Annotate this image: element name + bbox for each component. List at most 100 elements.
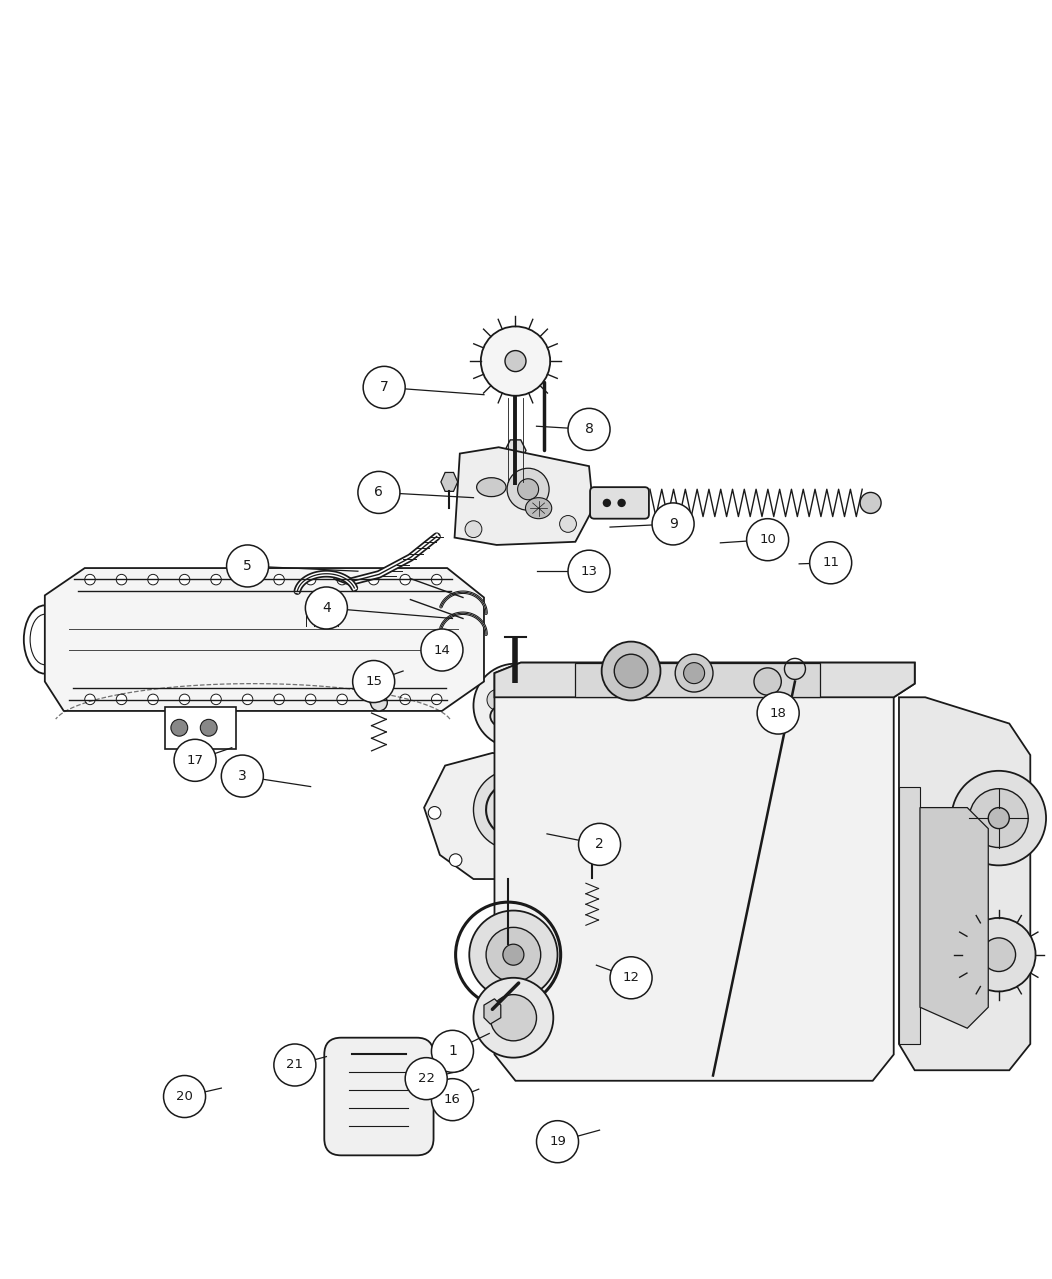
Text: 21: 21 xyxy=(286,1059,303,1072)
Circle shape xyxy=(652,503,694,545)
Text: 7: 7 xyxy=(380,380,388,394)
Circle shape xyxy=(547,843,560,856)
Circle shape xyxy=(226,545,268,587)
Circle shape xyxy=(486,927,541,982)
Circle shape xyxy=(431,1078,473,1120)
Circle shape xyxy=(431,694,442,705)
Text: 11: 11 xyxy=(823,556,839,569)
Circle shape xyxy=(568,550,610,592)
Circle shape xyxy=(242,694,252,705)
Text: 22: 22 xyxy=(418,1072,434,1085)
Circle shape xyxy=(537,1120,579,1163)
Circle shape xyxy=(352,660,394,702)
FancyBboxPatch shape xyxy=(590,487,649,519)
Circle shape xyxy=(951,771,1046,866)
Text: 16: 16 xyxy=(444,1094,461,1106)
Circle shape xyxy=(305,694,316,705)
Circle shape xyxy=(568,803,581,816)
Circle shape xyxy=(684,663,705,684)
Polygon shape xyxy=(575,663,821,697)
Circle shape xyxy=(962,918,1035,991)
Polygon shape xyxy=(920,807,988,1028)
Circle shape xyxy=(754,668,782,696)
Circle shape xyxy=(210,574,221,585)
Circle shape xyxy=(861,492,882,513)
Circle shape xyxy=(675,655,713,692)
Circle shape xyxy=(473,664,558,748)
Circle shape xyxy=(400,574,410,585)
Circle shape xyxy=(493,710,514,732)
Circle shape xyxy=(305,574,316,585)
Circle shape xyxy=(505,677,526,697)
Circle shape xyxy=(517,710,538,732)
Circle shape xyxy=(560,515,576,532)
Circle shape xyxy=(523,689,544,710)
Text: 5: 5 xyxy=(243,559,252,573)
Polygon shape xyxy=(505,440,526,460)
Circle shape xyxy=(465,521,482,537)
Circle shape xyxy=(579,824,621,866)
Text: 1: 1 xyxy=(448,1045,457,1058)
Circle shape xyxy=(274,694,284,705)
Circle shape xyxy=(469,911,558,999)
Circle shape xyxy=(614,655,648,688)
Circle shape xyxy=(147,574,158,585)
Polygon shape xyxy=(441,472,458,491)
Text: 18: 18 xyxy=(770,706,787,720)
Circle shape xyxy=(490,995,537,1041)
Polygon shape xyxy=(454,448,593,545)
Text: 6: 6 xyxy=(375,486,383,499)
Ellipse shape xyxy=(477,477,506,496)
Circle shape xyxy=(988,807,1009,829)
Text: 14: 14 xyxy=(433,643,450,656)
Circle shape xyxy=(117,694,127,705)
Circle shape xyxy=(568,408,610,450)
Circle shape xyxy=(603,499,611,506)
Circle shape xyxy=(505,350,526,372)
Circle shape xyxy=(473,770,553,849)
Bar xyxy=(164,707,236,748)
Circle shape xyxy=(610,957,652,999)
Circle shape xyxy=(200,719,217,737)
Polygon shape xyxy=(484,999,501,1024)
Circle shape xyxy=(969,789,1028,848)
Circle shape xyxy=(117,574,127,585)
Circle shape xyxy=(85,694,96,705)
Ellipse shape xyxy=(526,498,551,519)
Text: 3: 3 xyxy=(238,769,247,783)
Polygon shape xyxy=(494,663,915,1081)
Circle shape xyxy=(618,499,626,506)
Circle shape xyxy=(368,574,379,585)
Text: 17: 17 xyxy=(186,753,203,767)
Ellipse shape xyxy=(301,611,343,625)
Circle shape xyxy=(421,629,463,671)
Text: 2: 2 xyxy=(595,838,604,852)
Circle shape xyxy=(982,938,1015,972)
Circle shape xyxy=(337,574,347,585)
Circle shape xyxy=(179,694,189,705)
Circle shape xyxy=(507,697,524,714)
Text: 10: 10 xyxy=(760,533,776,546)
Ellipse shape xyxy=(490,701,541,730)
Text: 4: 4 xyxy=(322,601,330,615)
Circle shape xyxy=(147,694,158,705)
Circle shape xyxy=(400,694,410,705)
Circle shape xyxy=(179,574,189,585)
Circle shape xyxy=(428,807,441,819)
Polygon shape xyxy=(424,753,587,879)
Text: 19: 19 xyxy=(549,1136,566,1149)
Circle shape xyxy=(358,472,400,513)
Polygon shape xyxy=(494,663,915,697)
Circle shape xyxy=(405,1058,447,1100)
Circle shape xyxy=(518,478,539,500)
Circle shape xyxy=(368,694,379,705)
Polygon shape xyxy=(899,787,920,1044)
Text: 8: 8 xyxy=(585,422,593,436)
Text: 9: 9 xyxy=(669,517,677,531)
Circle shape xyxy=(507,468,549,510)
Circle shape xyxy=(305,587,347,629)
Text: 15: 15 xyxy=(365,675,382,688)
Circle shape xyxy=(210,694,221,705)
Text: 20: 20 xyxy=(176,1090,193,1102)
Text: 12: 12 xyxy=(623,971,640,985)
